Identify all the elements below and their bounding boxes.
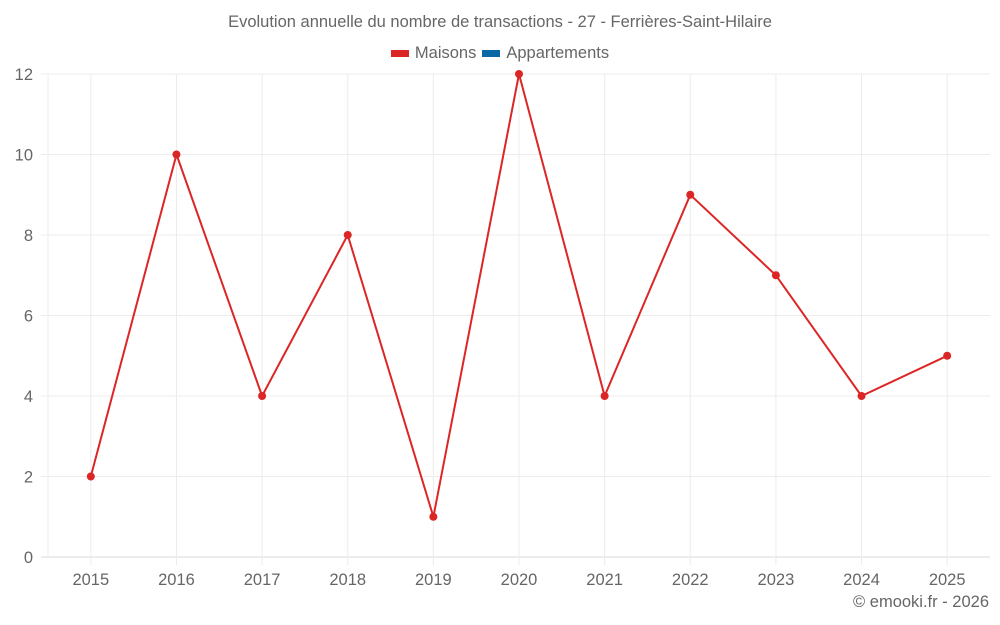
x-tick-label: 2022 xyxy=(672,571,709,589)
y-tick-label: 2 xyxy=(24,469,33,487)
data-point[interactable] xyxy=(943,351,952,360)
legend-label-maisons: Maisons xyxy=(414,44,477,62)
legend-swatch-appartements xyxy=(482,50,501,57)
x-tick-label: 2021 xyxy=(586,571,623,589)
grid-lines xyxy=(41,73,990,565)
data-point[interactable] xyxy=(857,392,866,400)
x-tick-label: 2016 xyxy=(158,571,195,589)
data-point[interactable] xyxy=(429,512,438,521)
y-tick-label: 10 xyxy=(15,147,33,165)
series-layer xyxy=(86,70,952,521)
y-tick-label: 8 xyxy=(24,227,33,245)
data-point[interactable] xyxy=(343,231,352,239)
y-axis: 0 2 4 6 8 10 12 xyxy=(15,66,33,567)
data-point[interactable] xyxy=(600,392,609,400)
y-tick-label: 0 xyxy=(24,549,33,567)
x-tick-label: 2017 xyxy=(244,571,281,589)
x-tick-label: 2023 xyxy=(758,571,795,589)
data-point[interactable] xyxy=(172,150,181,159)
data-point[interactable] xyxy=(86,472,95,481)
data-point[interactable] xyxy=(771,271,780,280)
x-axis: 2015 2016 2017 2018 2019 2020 2021 2022 2023 2024… xyxy=(72,571,965,589)
data-point[interactable] xyxy=(258,392,267,400)
chart-title: Evolution annuelle du nombre de transact… xyxy=(228,13,772,31)
x-tick-label: 2020 xyxy=(501,571,538,589)
legend-item-maisons[interactable]: Maisons xyxy=(390,44,477,63)
x-tick-label: 2015 xyxy=(72,571,109,589)
data-point[interactable] xyxy=(686,190,695,199)
legend-label-appartements: Appartements xyxy=(506,44,610,62)
x-tick-label: 2018 xyxy=(329,571,366,589)
y-tick-label: 6 xyxy=(24,308,33,326)
legend-swatch-maisons xyxy=(390,50,409,57)
x-tick-label: 2019 xyxy=(415,571,452,589)
x-tick-label: 2025 xyxy=(929,571,966,589)
legend-item-appartements[interactable]: Appartements xyxy=(482,44,609,63)
copyright-credit: © emooki.fr - 2026 xyxy=(853,593,989,611)
y-tick-label: 12 xyxy=(15,66,33,84)
y-tick-label: 4 xyxy=(24,388,33,406)
chart-legend: Maisons Appartements xyxy=(0,44,1000,63)
data-point[interactable] xyxy=(515,70,523,78)
x-tick-label: 2024 xyxy=(843,571,880,589)
